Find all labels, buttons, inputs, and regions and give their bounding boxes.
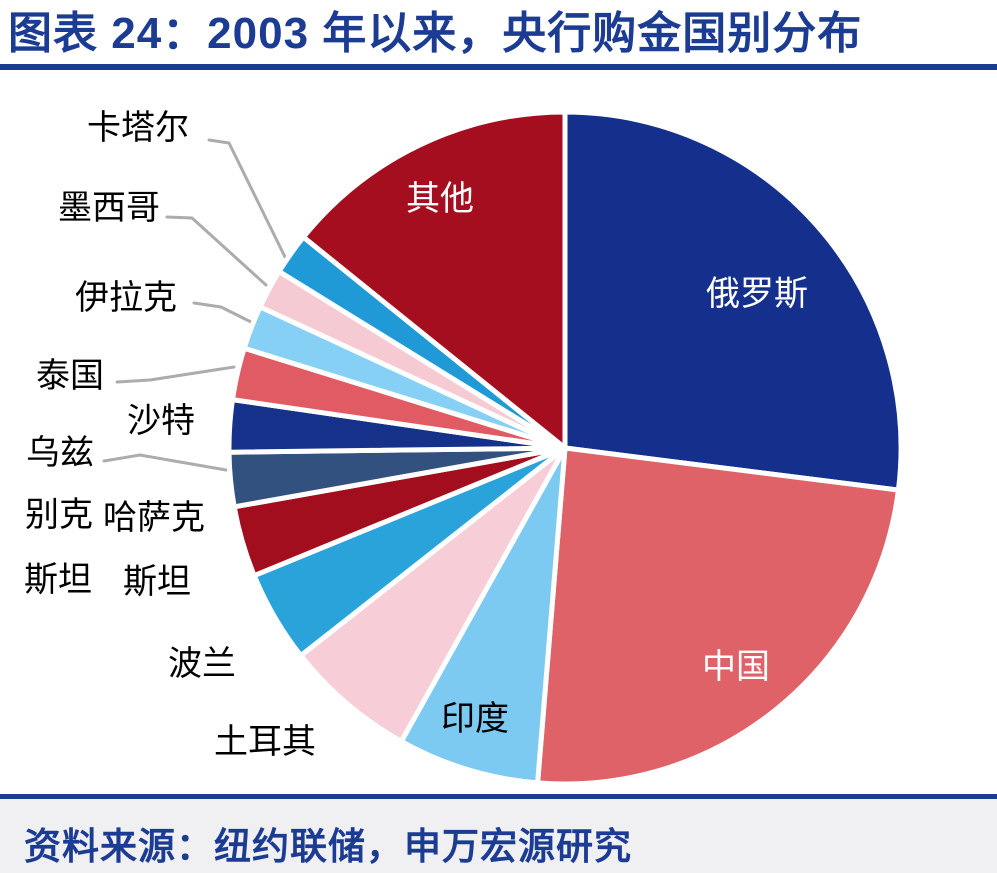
pie-slice-china	[535, 445, 901, 787]
pie-label-kazakhstan-line2: 斯坦	[123, 563, 191, 601]
pie-label-china: 中国	[702, 648, 770, 686]
pie-label-mexico: 墨西哥	[58, 189, 160, 227]
pie-label-qatar: 卡塔尔	[87, 109, 189, 147]
pie-label-saudi: 沙特	[127, 402, 195, 440]
pie-slice-india	[398, 445, 568, 786]
pie-label-iraq: 伊拉克	[75, 279, 177, 317]
pie-label-thailand: 泰国	[36, 357, 104, 395]
pie-slice-turkey	[298, 445, 568, 744]
footer-divider	[0, 794, 997, 799]
pie-slice-other	[300, 109, 568, 451]
pie-label-kazakhstan-line1: 哈萨克	[103, 499, 205, 537]
leader-line-uzbekistan	[102, 453, 228, 472]
pie-label-turkey: 土耳其	[214, 723, 316, 761]
footer-background	[0, 799, 997, 873]
pie-label-uzbekistan-line2: 别克	[25, 496, 93, 534]
pie-label-other: 其他	[406, 180, 474, 218]
pie-slice-russia	[562, 109, 904, 493]
pie-label-poland: 波兰	[168, 645, 236, 683]
title-divider	[0, 64, 997, 70]
figure-title: 图表 24：2003 年以来，央行购金国别分布	[8, 9, 863, 58]
leader-line-iraq	[192, 301, 255, 325]
pie-label-russia: 俄罗斯	[706, 275, 808, 313]
leader-line-qatar	[207, 138, 287, 259]
pie-label-uzbekistan-line1: 乌兹	[26, 434, 94, 472]
source-note: 资料来源：纽约联储，申万宏源研究	[24, 826, 632, 867]
leader-line-thailand	[115, 365, 236, 384]
pie-label-uzbekistan-line3: 斯坦	[24, 561, 92, 599]
pie-label-india: 印度	[441, 700, 509, 738]
leader-line-mexico	[165, 215, 268, 287]
